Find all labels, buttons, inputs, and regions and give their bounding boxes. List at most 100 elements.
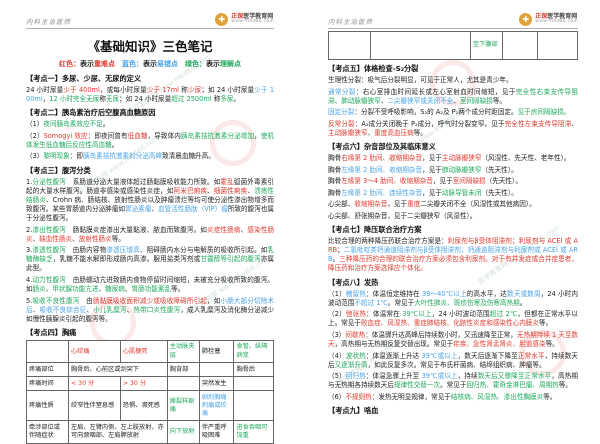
- text-segment: 右缘第 2 肋间、收缩期杂音: [341, 154, 423, 163]
- course-name: 内科主治医师: [26, 18, 71, 26]
- text-segment: 心尖部、: [328, 200, 355, 209]
- text-segment: 39℃或以上: [421, 351, 458, 360]
- text-segment: ，: [42, 95, 50, 104]
- table-cell: 疼痛性质: [26, 390, 69, 422]
- text-segment: 无热期持续 1 天至数天: [328, 330, 579, 348]
- text-segment: 等。: [558, 381, 572, 390]
- table-cell: 恐惧、濒死感: [119, 390, 168, 422]
- text-segment: 、: [98, 285, 106, 294]
- table-cell: 突然发生: [198, 376, 235, 392]
- text-segment: 甘露醇等引起的腹泻: [200, 255, 261, 264]
- text-segment: 室间隔缺损: [459, 96, 493, 105]
- table-cell: 进食吞咽可加重: [233, 420, 274, 444]
- text-segment: 乳糖酶缺乏: [26, 246, 275, 264]
- table-cell: 胸骨后、心前区或剑突下: [67, 362, 168, 378]
- text-segment: 大叶性肺炎、斑疹伤寒及伤寒高热期: [414, 298, 520, 307]
- text-segment: （2）: [328, 310, 346, 319]
- table-cell: 伴严重呼吸困难: [198, 420, 235, 444]
- text-segment: （3）: [26, 152, 44, 161]
- text-segment: 突然发生: [201, 379, 227, 387]
- text-segment: 低血糖: [127, 131, 148, 140]
- text-segment: 、: [32, 234, 40, 243]
- text-segment: 完全性左束支传导阻滞: [504, 119, 572, 128]
- text-segment: 、: [380, 96, 388, 105]
- text-segment: 肠黏膜炎症渗出大量黏液、脓血而致腹泻。如: [66, 225, 207, 234]
- text-segment: 胸骨: [328, 165, 342, 174]
- text-segment: 少于 100ml: [26, 86, 275, 104]
- table-cell: 绞窄性伴窒息感: [67, 390, 121, 422]
- table-row: 至下腹部: [327, 31, 578, 60]
- text-segment: ：体温常在: [366, 310, 403, 319]
- text-segment: 系肠道分泌大量液体超过肠黏膜吸收能力所致。如: [66, 177, 221, 186]
- text-segment: 二氢吡啶类钙通道阻滞剂与β受体阻滞剂；钙通道阻滞剂与利尿剂或 ACEI 或 AR…: [328, 246, 578, 264]
- topic-section: 【考点五】体格检查-S₂分裂生理性分裂：吸气后分裂明显，可见于正常人，尤其是青少…: [328, 64, 578, 138]
- text-segment: 感染性肠炎: [26, 225, 275, 243]
- text-segment: 生理性分裂：吸气后分裂明显，可见于正常人，尤其是青少年。: [328, 76, 513, 84]
- text-segment: 使机体发生低血糖后反应性高血糖: [26, 131, 275, 149]
- text-segment: 。常见于: [440, 381, 467, 390]
- text-segment: 的高水平，达: [466, 289, 507, 298]
- table-cell: 至下腹部: [469, 31, 504, 60]
- page-left: 内科主治医师 ✚ 正保医学教育网 www.med66.com 《基础知识》三色笔…: [26, 8, 274, 444]
- text-segment: ，24 小时波动范围: [431, 310, 490, 319]
- text-segment: 波状热: [345, 351, 366, 360]
- text-segment: （先天性）。: [485, 177, 522, 186]
- text-segment: 胃泌素瘤: [124, 204, 152, 213]
- topic-section: 【考点一】多尿、少尿、无尿的定义 24 小时尿量少于 400ml，或每小时尿量少于…: [26, 74, 274, 104]
- text-segment: 心肌梗死: [122, 347, 148, 355]
- text-segment: ：体温骤升达高峰后持续数小时，又迅速降至正常，: [365, 330, 517, 339]
- text-segment: 夜间胰岛素效应不足: [43, 120, 103, 129]
- text-segment: 又逐渐升高: [334, 360, 368, 369]
- text-segment: 甲状腺功能亢进: [52, 285, 99, 294]
- text-segment: 炎症性肠病: [207, 225, 241, 234]
- text-segment: 完全性右束支传导阻滞: [328, 87, 579, 105]
- text-segment: 主动脉瓣狭窄: [441, 154, 482, 163]
- paragraph: （5）回归热：体温急骤上升至 39℃或以上，持续数天后又骤降至正常水平，高热期与…: [328, 372, 578, 390]
- text-segment: 胸骨: [328, 154, 342, 163]
- paragraph: （3）间歇热：体温骤升达高峰后持续数小时，又迅速降至正常，无热期持续 1 天至数…: [328, 331, 578, 349]
- text-segment: 间歇热: [345, 330, 366, 339]
- text-segment: 红色：: [59, 60, 80, 68]
- topic-section: 【考点九】咯血: [328, 406, 578, 416]
- text-segment: 不超过 1℃: [354, 298, 388, 307]
- brand-name: 医学教育网: [547, 12, 578, 20]
- text-segment: 致清晨血糖升高。: [162, 152, 215, 161]
- text-segment: 向下放射: [169, 427, 195, 435]
- text-segment: 。: [519, 298, 527, 307]
- text-segment: ：即: [69, 152, 83, 161]
- text-segment: 胸骨后: [236, 365, 256, 373]
- text-segment: 绞窄性伴窒息感: [70, 401, 115, 409]
- text-segment: 分泌性腹泻: [32, 177, 66, 186]
- text-segment: ，见于: [422, 154, 442, 163]
- text-segment: 阿米巴痢疾: [173, 186, 208, 195]
- text-segment: ，或每小时尿量: [99, 86, 147, 94]
- text-segment: 规律性交替一次: [393, 381, 441, 390]
- text-segment: 少于 17ml: [146, 86, 182, 94]
- text-segment: 胸骨后、心前区或剑突下: [70, 365, 140, 373]
- table-cell: 心绞痛: [67, 339, 121, 364]
- text-segment: 表示: [80, 60, 94, 68]
- topic-heading: 【考点五】体格检查-S₂分裂: [328, 64, 419, 73]
- text-segment: （先天性）。: [481, 188, 518, 197]
- text-segment: 24 小时尿量: [26, 86, 64, 94]
- topic-section: 【考点二】胰岛素治疗后空腹高血糖原因 （1）夜间胰岛素效应不足。 （2）Somogy…: [26, 108, 274, 161]
- text-segment: 主动脉瓣狭窄: [328, 128, 368, 137]
- paragraph: 5.吸收不良性腹泻 由肠黏膜吸收面积减少或吸收障碍所引起，如小肠大部分切除术后、…: [26, 297, 274, 324]
- paragraph: 反常分裂：A₂成分关闭晚于 P₂成分，呼气时分裂变窄。见于完全性左束支传导阻滞、…: [328, 120, 578, 138]
- paragraph: （2）Somogyi 效应：即夜间曾有低血糖，导致体内胰岛素拮抗激素分泌增加，使…: [26, 132, 274, 150]
- text-segment: 5.: [26, 296, 33, 305]
- text-segment: Somogyi 效应: [43, 131, 88, 140]
- table-cell: 疼痛时间: [26, 376, 69, 392]
- paragraph: （3）黎明现象：即胰岛素拮抗激素的分泌高峰致清晨血糖升高。: [26, 152, 274, 161]
- text-segment: 恐惧、濒死感: [122, 401, 160, 409]
- text-segment: 、: [334, 96, 342, 105]
- text-segment: 动脉导管未闭: [441, 188, 482, 197]
- text-segment: 心尖部、舒张期杂音，见于二尖瓣狭窄（风湿性）。: [328, 212, 477, 221]
- table-cell: 左肩、左臂内侧、左上肢放射，亦可向颈咽部、左肩胛放射: [67, 420, 168, 444]
- text-segment: 黎明现象: [43, 152, 70, 161]
- paragraph: 2.渗出性腹泻 肠黏膜炎症渗出大量黏液、脓血而致腹泻。如炎症性肠病、感染性肠炎、…: [26, 226, 274, 244]
- text-segment: 肺动脉瓣狭窄: [441, 165, 482, 174]
- text-segment: 等。: [539, 319, 553, 328]
- text-segment: 。: [332, 255, 340, 264]
- text-segment: 主动脉夹层: [169, 343, 195, 359]
